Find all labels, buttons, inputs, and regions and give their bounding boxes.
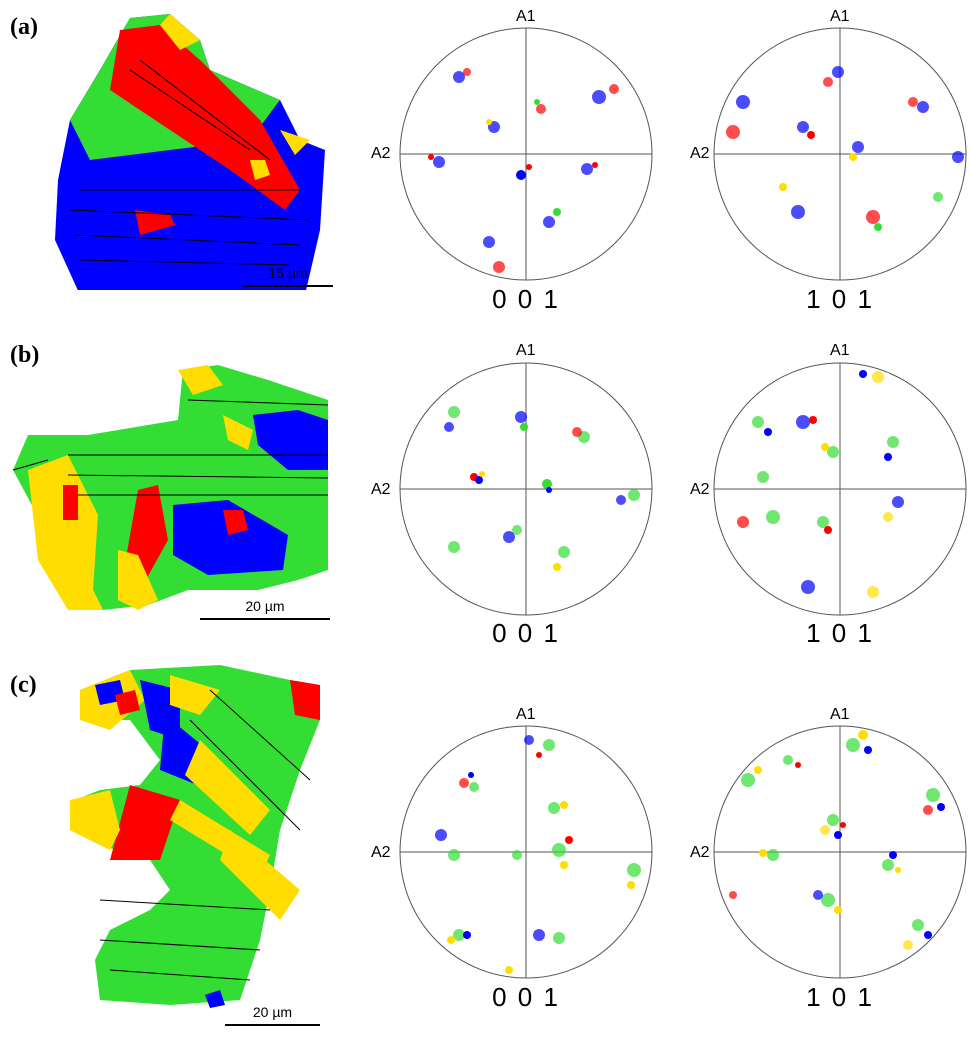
pole-clusters: [726, 66, 964, 231]
pole-figure-a-101: [713, 27, 967, 281]
ebsd-map-c: [70, 665, 320, 1008]
pole-clusters: [737, 370, 904, 598]
miller-index-a2: 1 0 1: [806, 284, 874, 314]
pole-figure-c-001: [399, 725, 653, 979]
panel-label-c: (c): [10, 672, 37, 698]
axis-top-a2: A1: [830, 8, 850, 25]
axis-top-b2: A1: [830, 342, 850, 359]
pole-clusters: [428, 68, 619, 273]
miller-index-b1: 0 0 1: [492, 618, 560, 648]
axis-left-a2: A2: [690, 145, 710, 162]
pole-clusters: [444, 406, 640, 571]
pole-clusters: [435, 735, 641, 974]
scale-bar-label-b: 20 µm: [245, 598, 285, 614]
axis-left-a1: A2: [371, 145, 391, 162]
scale-bar-line-b: [200, 618, 330, 620]
axis-left-c2: A2: [690, 844, 710, 861]
scale-bar-label-c: 20 µm: [252, 1004, 293, 1020]
pole-clusters: [729, 730, 945, 950]
pole-figure-b-001: [399, 362, 653, 616]
scale-bar-b: 20 µm: [200, 598, 330, 620]
axis-left-b1: A2: [371, 481, 391, 498]
axis-left-c1: A2: [371, 844, 391, 861]
ebsd-map-a: [55, 14, 325, 290]
scale-bar-label-a: 15 µm: [268, 265, 308, 281]
scale-bar-c: 20 µm: [225, 1004, 320, 1026]
axis-top-c1: A1: [516, 706, 536, 723]
miller-index-b2: 1 0 1: [806, 618, 874, 648]
axis-top-b1: A1: [516, 342, 536, 359]
panel-label-a: (a): [10, 14, 38, 40]
miller-index-c1: 0 0 1: [492, 982, 560, 1012]
pole-figure-b-101: [713, 362, 967, 616]
axis-top-c2: A1: [830, 706, 850, 723]
pole-figure-c-101: [713, 725, 967, 979]
miller-index-c2: 1 0 1: [806, 982, 874, 1012]
panel-label-b: (b): [10, 342, 40, 368]
axis-top-a1: A1: [516, 8, 536, 25]
miller-index-a1: 0 0 1: [492, 284, 560, 314]
pole-figure-a-001: [399, 27, 653, 281]
axis-left-b2: A2: [690, 481, 710, 498]
scale-bar-a: 15 µm: [243, 265, 333, 287]
scale-bar-line-c: [225, 1024, 320, 1026]
ebsd-map-b: [12, 365, 329, 610]
scale-bar-line-a: [243, 285, 333, 287]
